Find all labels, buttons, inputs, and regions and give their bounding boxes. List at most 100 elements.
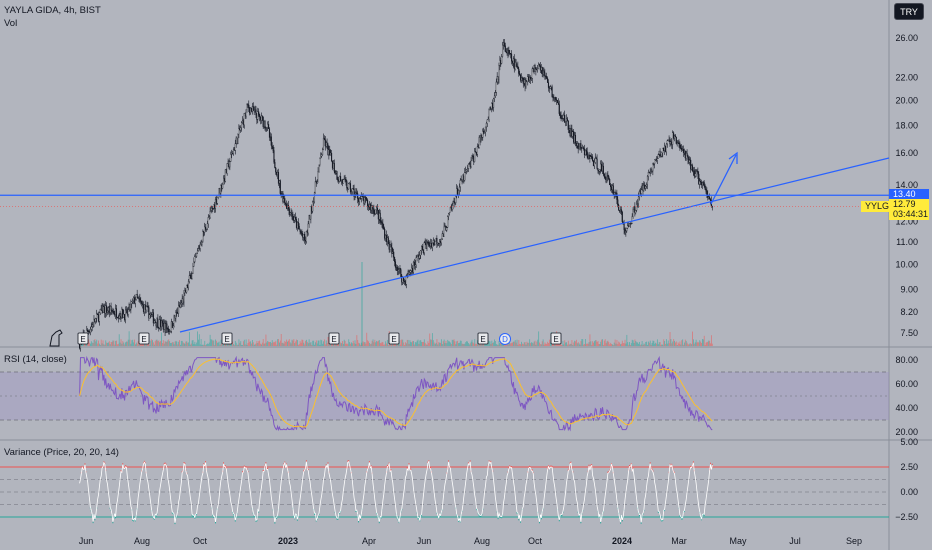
candle-body: [159, 319, 161, 329]
candle-body: [195, 256, 197, 258]
candle-body: [426, 242, 428, 249]
price-tick-label: 8.20: [900, 307, 918, 317]
volume-bar: [267, 340, 269, 346]
volume-bar: [310, 342, 312, 346]
volume-bar: [697, 341, 699, 346]
volume-bar: [193, 343, 195, 346]
volume-bar: [513, 341, 515, 346]
candle-body: [485, 123, 487, 128]
candle-body: [337, 179, 339, 181]
volume-bar: [209, 334, 211, 346]
candle-body: [465, 171, 467, 173]
candle-body: [160, 320, 163, 327]
volume-bar: [650, 344, 652, 346]
candle-body: [683, 150, 685, 153]
volume-bar: [391, 344, 393, 346]
volume-bar: [432, 340, 434, 346]
candle-body: [693, 170, 695, 177]
rsi-legend[interactable]: RSI (14, close): [4, 354, 67, 365]
candle-body: [506, 51, 508, 54]
volume-bar: [691, 344, 693, 346]
event-markers[interactable]: E E E E E E ED: [49, 329, 562, 347]
candle-body: [357, 193, 359, 199]
candle-body: [326, 142, 328, 145]
volume-bar: [680, 344, 682, 346]
volume-bar: [153, 344, 155, 346]
volume-bar: [163, 343, 165, 346]
candle-body: [677, 142, 679, 144]
candle-body: [493, 98, 495, 108]
candle-body: [150, 313, 152, 315]
candle-body: [122, 308, 124, 318]
volume-bar: [98, 340, 99, 346]
volume-bar: [117, 343, 119, 346]
volume-bar: [429, 333, 431, 346]
volume-bar: [710, 343, 711, 346]
volume-bar: [197, 339, 199, 346]
candle-body: [646, 176, 649, 185]
candle-body: [623, 222, 625, 230]
volume-bar: [166, 341, 168, 346]
candle-body: [571, 128, 573, 137]
volume-bar: [622, 343, 624, 346]
volume-bar: [538, 331, 540, 346]
candle-body: [178, 305, 181, 307]
candle-body: [680, 147, 682, 150]
candle-body: [575, 143, 577, 147]
volume-bar: [629, 344, 631, 346]
candle-body: [274, 162, 276, 169]
candle-body: [583, 147, 585, 150]
candle-body: [619, 209, 622, 211]
volume-bar: [178, 341, 180, 346]
volume-bar: [379, 342, 381, 346]
volume-bar: [311, 344, 313, 346]
volume-bar: [92, 343, 94, 346]
volume-bar: [185, 341, 187, 346]
candle-body: [647, 172, 649, 177]
volume-bar: [663, 339, 665, 346]
candle-body: [236, 137, 238, 145]
volume-bar: [151, 339, 153, 346]
candle-body: [444, 225, 446, 228]
symbol-title[interactable]: YAYLA GIDA, 4h, BIST: [4, 5, 101, 16]
candle-body: [367, 200, 369, 206]
volume-bar: [651, 342, 653, 346]
volume-bar: [641, 341, 643, 346]
time-tick-label: Sep: [846, 536, 862, 546]
volume-bar: [323, 339, 325, 346]
volume-bar: [658, 342, 660, 346]
volume-bar: [202, 344, 204, 346]
candle-body: [538, 64, 540, 69]
candle-body: [393, 251, 395, 258]
candle-body: [460, 179, 462, 181]
candle-body: [396, 267, 398, 271]
candle-body: [253, 109, 255, 111]
volume-bar: [626, 334, 628, 346]
volume-bar: [688, 344, 690, 346]
volume-bar: [606, 341, 608, 346]
candle-body: [574, 135, 576, 143]
time-tick-label: Aug: [134, 536, 150, 546]
volume-bar: [428, 342, 430, 346]
candle-body: [619, 210, 621, 212]
volume-legend[interactable]: Vol: [4, 18, 18, 29]
volume-bar: [565, 342, 567, 346]
variance-legend[interactable]: Variance (Price, 20, 20, 14): [4, 447, 119, 458]
volume-bar: [350, 343, 351, 346]
candle-body: [512, 58, 514, 64]
volume-bar: [580, 341, 582, 346]
volume-bar: [679, 341, 681, 346]
volume-bar: [590, 341, 592, 346]
candle-body: [489, 107, 491, 110]
trendlines[interactable]: [0, 151, 890, 333]
currency-button[interactable]: TRY: [894, 3, 924, 20]
candle-body: [475, 151, 478, 155]
volume-bar: [564, 340, 566, 346]
volume-bar: [607, 340, 609, 346]
volume-bar: [534, 340, 536, 346]
candle-body: [519, 73, 521, 76]
variance-tick-label: 5.00: [900, 437, 918, 447]
volume-bar: [377, 340, 379, 346]
candle-body: [170, 321, 172, 332]
